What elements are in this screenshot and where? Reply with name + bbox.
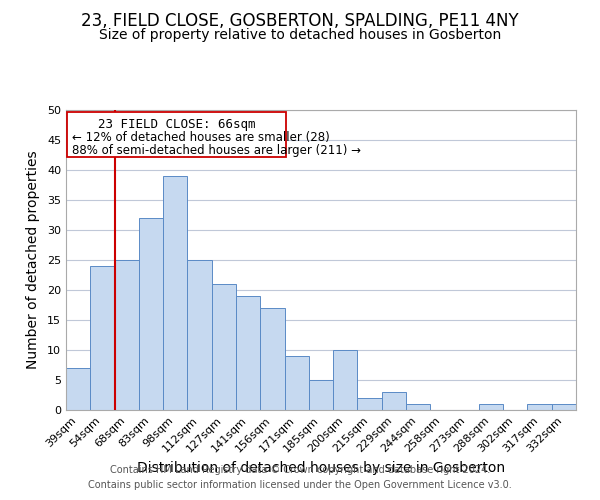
Bar <box>115 260 139 410</box>
Bar <box>236 296 260 410</box>
Text: 88% of semi-detached houses are larger (211) →: 88% of semi-detached houses are larger (… <box>72 144 361 157</box>
Bar <box>527 404 552 410</box>
Bar <box>333 350 358 410</box>
Bar <box>187 260 212 410</box>
X-axis label: Distribution of detached houses by size in Gosberton: Distribution of detached houses by size … <box>137 461 505 475</box>
Text: Size of property relative to detached houses in Gosberton: Size of property relative to detached ho… <box>99 28 501 42</box>
Bar <box>358 398 382 410</box>
Bar <box>552 404 576 410</box>
Bar <box>406 404 430 410</box>
Bar <box>212 284 236 410</box>
Bar <box>479 404 503 410</box>
Bar <box>66 368 90 410</box>
Text: 23, FIELD CLOSE, GOSBERTON, SPALDING, PE11 4NY: 23, FIELD CLOSE, GOSBERTON, SPALDING, PE… <box>81 12 519 30</box>
FancyBboxPatch shape <box>67 112 286 157</box>
Text: Contains public sector information licensed under the Open Government Licence v3: Contains public sector information licen… <box>88 480 512 490</box>
Bar <box>260 308 284 410</box>
Bar <box>309 380 333 410</box>
Text: 23 FIELD CLOSE: 66sqm: 23 FIELD CLOSE: 66sqm <box>98 118 255 131</box>
Text: Contains HM Land Registry data © Crown copyright and database right 2024.: Contains HM Land Registry data © Crown c… <box>110 465 490 475</box>
Bar <box>90 266 115 410</box>
Text: ← 12% of detached houses are smaller (28): ← 12% of detached houses are smaller (28… <box>72 131 330 144</box>
Bar <box>139 218 163 410</box>
Bar <box>382 392 406 410</box>
Bar <box>163 176 187 410</box>
Bar <box>284 356 309 410</box>
Y-axis label: Number of detached properties: Number of detached properties <box>26 150 40 370</box>
